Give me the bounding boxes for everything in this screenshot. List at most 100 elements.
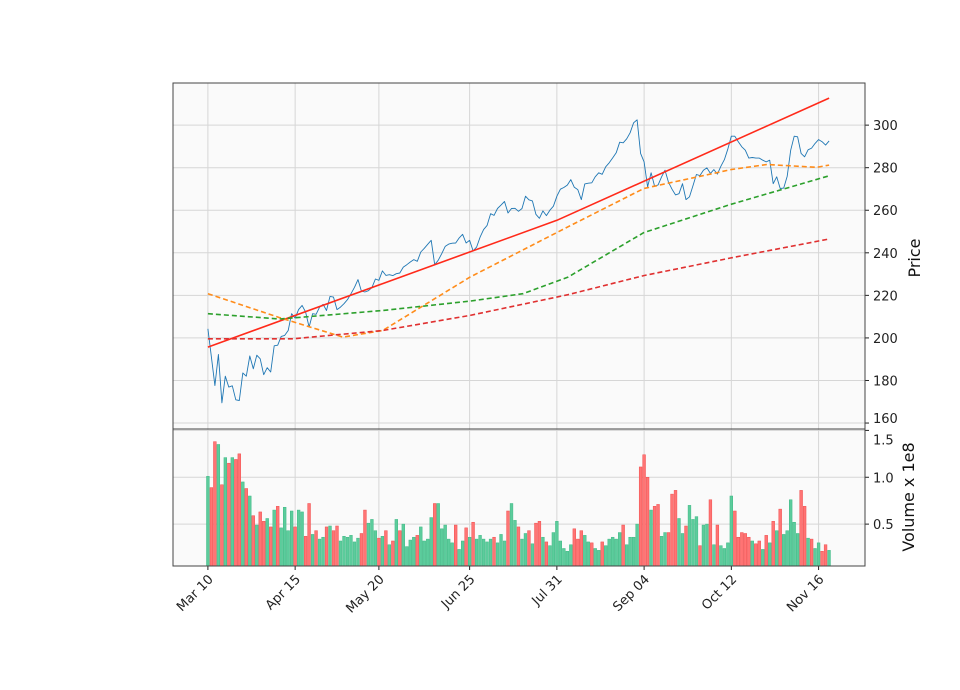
volume-bar-up xyxy=(345,536,350,567)
volume-bar-down xyxy=(600,541,604,567)
volume-bar-up xyxy=(614,538,618,567)
volume-bar-down xyxy=(656,504,660,567)
volume-bar-up xyxy=(289,510,294,567)
volume-bar-up xyxy=(631,536,636,567)
volume-bar-up xyxy=(230,457,234,567)
volume-bar-up xyxy=(701,524,706,567)
volume-bar-up xyxy=(447,538,451,567)
series-ma-red xyxy=(207,238,830,340)
volume-bar-down xyxy=(579,530,583,567)
volume-bar-up xyxy=(419,526,423,567)
volume-bar-down xyxy=(433,503,437,567)
volume-bar-up xyxy=(775,530,779,567)
volume-bar-up xyxy=(265,518,269,567)
volume-bar-down xyxy=(454,524,458,567)
volume-bar-up xyxy=(761,549,765,567)
volume-bar-up xyxy=(328,525,332,567)
volume-bar-up xyxy=(768,542,772,567)
volume-bar-up xyxy=(481,538,486,567)
volume-bar-up xyxy=(677,518,681,567)
volume-bar-up xyxy=(523,533,528,567)
volume-bar-down xyxy=(638,466,643,567)
volume-bar-down xyxy=(590,542,594,567)
volume-bar-up xyxy=(488,538,493,567)
volume-bar-up xyxy=(241,481,245,567)
volume-bar-down xyxy=(258,511,262,567)
volume-axes-frame xyxy=(172,428,866,567)
volume-bar-up xyxy=(513,520,517,567)
volume-bar-up xyxy=(635,523,639,567)
volume-bar-down xyxy=(209,487,214,567)
volume-bar-down xyxy=(527,530,531,567)
volume-bar-down xyxy=(740,532,744,567)
volume-bar-down xyxy=(534,522,538,567)
volume-bar-down xyxy=(220,484,224,567)
volume-bar-up xyxy=(248,495,252,567)
volume-bar-up xyxy=(321,536,325,567)
volume-bar-down xyxy=(771,521,775,567)
volume-bar-down xyxy=(809,538,814,567)
volume-bar-down xyxy=(576,538,580,567)
volume-bar-down xyxy=(715,524,720,567)
volume-bar-up xyxy=(460,540,465,567)
volume-bar-down xyxy=(733,510,737,567)
volume-bar-up xyxy=(394,519,398,567)
volume-bar-up xyxy=(317,538,322,567)
volume-bar-up xyxy=(272,509,276,567)
volume-bar-up xyxy=(530,543,535,567)
volume-bar-down xyxy=(303,536,308,567)
volume-bar-up xyxy=(663,532,667,567)
volume-bar-down xyxy=(621,524,625,567)
volume-bar-up xyxy=(429,517,433,567)
volume-bar-up xyxy=(719,545,723,567)
volume-bar-up xyxy=(827,550,831,567)
series-ma-green xyxy=(207,175,830,320)
volume-bar-up xyxy=(562,548,566,567)
volume-bar-up xyxy=(729,495,733,567)
volume-bar-up xyxy=(255,524,259,567)
axes xyxy=(172,82,869,570)
volume-bar-up xyxy=(659,536,664,567)
volume-bar-up xyxy=(806,537,810,567)
price-y-tick-label: 180 xyxy=(873,374,898,389)
volume-bar-up xyxy=(694,516,699,567)
volume-bar-up xyxy=(467,536,472,567)
volume-bar-up xyxy=(705,523,709,567)
volume-bar-up xyxy=(366,522,371,567)
volume-bar-down xyxy=(359,533,364,567)
price-y-tick-label: 300 xyxy=(873,119,898,134)
series-ma-orange xyxy=(207,163,830,338)
volume-bar-up xyxy=(338,540,343,567)
volume-bar-down xyxy=(314,530,318,567)
volume-bar-up xyxy=(687,505,692,567)
volume-bar-up xyxy=(478,535,482,567)
volume-bar-up xyxy=(450,542,454,567)
volume-bar-down xyxy=(506,510,510,567)
volume-bar-down xyxy=(237,453,241,567)
volume-bar-up xyxy=(569,544,573,567)
price-axes-background xyxy=(173,83,865,429)
volume-bar-up xyxy=(408,539,412,567)
volume-bar-down xyxy=(708,499,713,567)
volume-bar-up xyxy=(342,536,346,567)
volume-bar-up xyxy=(387,544,392,567)
volume-bar-up xyxy=(593,548,597,567)
volume-bar-down xyxy=(227,462,231,567)
volume-bar-down xyxy=(244,488,248,567)
volume-bar-down xyxy=(471,521,475,567)
volume-bar-down xyxy=(670,493,674,567)
volume-bar-up xyxy=(216,444,221,567)
volume-bar-down xyxy=(331,530,336,567)
price-axis-label: Price xyxy=(905,238,924,277)
volume-bar-down xyxy=(802,506,807,567)
volume-bar-up xyxy=(586,541,590,567)
volume-bar-up xyxy=(300,511,304,567)
volume-bar-down xyxy=(820,551,824,567)
volume-bar-down xyxy=(251,515,255,567)
volume-bar-down xyxy=(645,477,650,567)
volume-bar-down xyxy=(213,441,217,567)
volume-bar-up xyxy=(436,503,440,567)
volume-bar-up xyxy=(405,546,409,567)
volume-bar-down xyxy=(544,541,549,567)
volume-bar-up xyxy=(223,457,227,567)
